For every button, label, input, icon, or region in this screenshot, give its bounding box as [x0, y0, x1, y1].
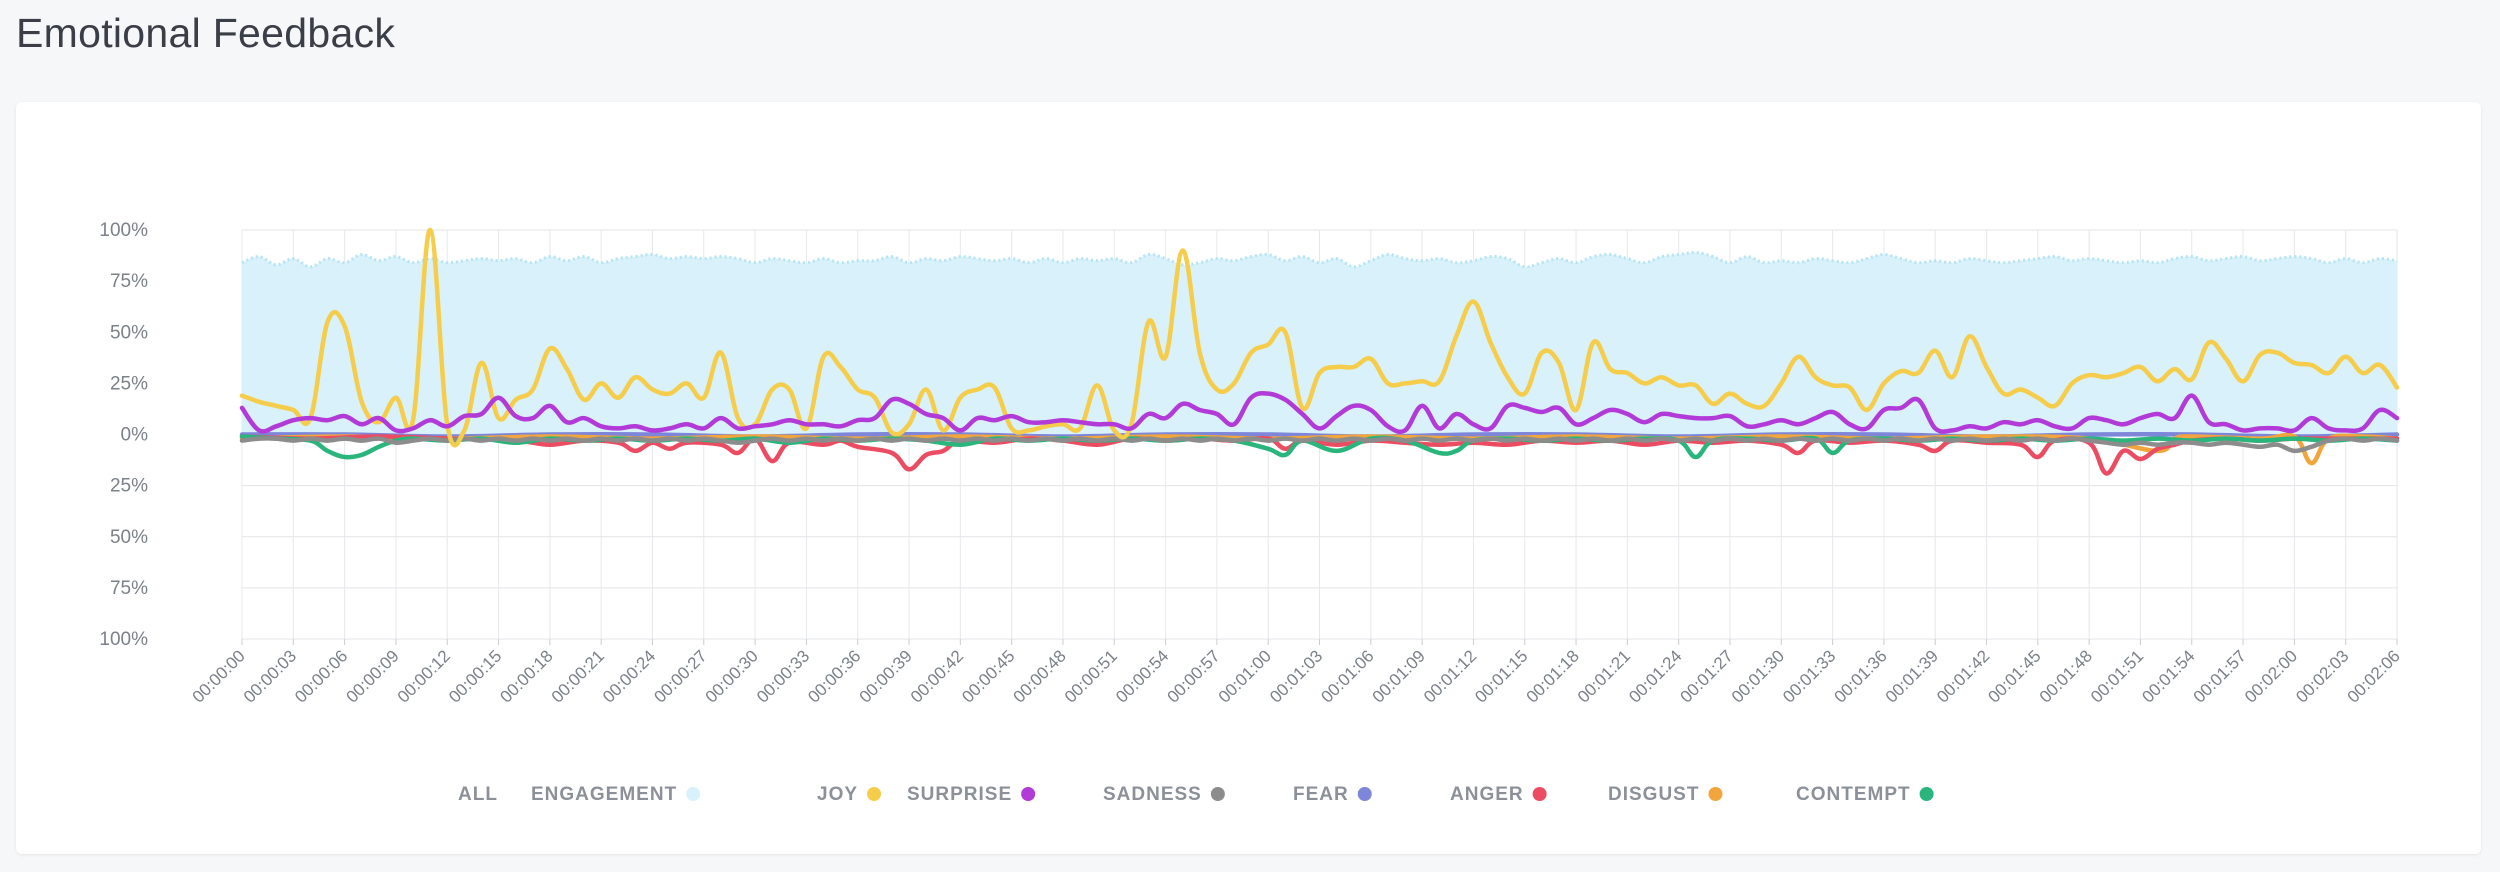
x-tick-label: 00:00:24: [599, 646, 659, 706]
x-tick-label: 00:02:00: [2241, 646, 2301, 706]
engagement-line: [241, 250, 2398, 269]
x-tick-label: 00:01:00: [1215, 646, 1275, 706]
x-axis: 00:00:0000:00:0300:00:0600:00:0900:00:12…: [189, 639, 2404, 707]
legend-item-sadness[interactable]: SADNESS: [1103, 784, 1225, 805]
x-tick-label: 00:00:06: [291, 646, 351, 706]
x-tick-label: 00:00:03: [240, 646, 300, 706]
x-tick-label: 00:00:21: [548, 646, 608, 706]
x-tick-label: 00:01:45: [1984, 646, 2044, 706]
y-tick-label: 25%: [110, 476, 148, 497]
emotion-line-chart: 100%75%50%25%0%25%50%75%100% 00:00:0000:…: [99, 220, 2404, 805]
legend-label: ENGAGEMENT: [531, 784, 677, 805]
legend-item-fear[interactable]: FEAR: [1293, 784, 1372, 805]
x-tick-label: 00:01:15: [1471, 646, 1531, 706]
legend-item-all[interactable]: ALL: [458, 784, 498, 805]
engagement-area-fill: [242, 252, 2397, 435]
legend-item-joy[interactable]: JOY: [817, 784, 882, 805]
surprise-line: [239, 391, 2400, 435]
x-tick-label: 00:00:45: [958, 646, 1018, 706]
legend-item-surprise[interactable]: SURPRISE: [907, 784, 1036, 805]
x-tick-label: 00:00:00: [189, 646, 249, 706]
series-lines: [239, 227, 2400, 476]
legend-swatch-contempt: [1919, 787, 1934, 801]
x-tick-label: 00:01:27: [1677, 646, 1737, 706]
x-tick-label: 00:01:39: [1882, 646, 1942, 706]
legend-swatch-sadness: [1210, 787, 1225, 801]
x-tick-label: 00:01:21: [1574, 646, 1634, 706]
legend-item-anger[interactable]: ANGER: [1450, 784, 1547, 805]
x-tick-label: 00:00:54: [1112, 646, 1172, 706]
legend-swatch-disgust: [1708, 787, 1723, 801]
x-tick-label: 00:01:09: [1369, 646, 1429, 706]
x-tick-label: 00:00:15: [445, 646, 505, 706]
legend-swatch-fear: [1357, 787, 1372, 801]
legend-label: JOY: [817, 784, 858, 805]
y-tick-label: 75%: [110, 578, 148, 599]
x-tick-label: 00:00:09: [343, 646, 403, 706]
legend-swatch-joy: [867, 787, 882, 801]
x-tick-label: 00:00:27: [650, 646, 710, 706]
x-tick-label: 00:00:42: [907, 646, 967, 706]
legend-label: SURPRISE: [907, 784, 1012, 805]
x-tick-label: 00:00:48: [1010, 646, 1070, 706]
x-tick-label: 00:01:36: [1830, 646, 1890, 706]
legend-label: SADNESS: [1103, 784, 1202, 805]
x-tick-label: 00:00:36: [804, 646, 864, 706]
x-tick-label: 00:02:06: [2344, 646, 2404, 706]
legend-label: DISGUST: [1608, 784, 1699, 805]
x-tick-label: 00:01:12: [1420, 646, 1480, 706]
x-tick-label: 00:01:54: [2138, 646, 2198, 706]
legend-label: CONTEMPT: [1796, 784, 1911, 805]
legend-swatch-anger: [1532, 787, 1547, 801]
legend-item-disgust[interactable]: DISGUST: [1608, 784, 1723, 805]
legend-label: ALL: [458, 784, 498, 805]
page-title: Emotional Feedback: [16, 10, 396, 56]
legend-label: FEAR: [1293, 784, 1349, 805]
x-tick-label: 00:01:48: [2036, 646, 2096, 706]
chart-card: 100% 75% 50% 25% 0% 25% 50% 75% 100% 00:00:00 00:…: [16, 102, 2481, 854]
x-tick-label: 00:00:51: [1061, 646, 1121, 706]
x-tick-label: 00:00:57: [1163, 646, 1223, 706]
x-tick-label: 00:00:30: [702, 646, 762, 706]
legend: ALL ENGAGEMENT JOY SURPRISE SADNESS FEAR ANGER…: [458, 784, 1934, 805]
y-tick-label: 100%: [99, 220, 148, 241]
legend-label: ANGER: [1450, 784, 1524, 805]
x-tick-label: 00:01:18: [1523, 646, 1583, 706]
x-tick-label: 00:01:03: [1266, 646, 1326, 706]
legend-item-contempt[interactable]: CONTEMPT: [1796, 784, 1934, 805]
x-tick-label: 00:01:57: [2190, 646, 2250, 706]
sadness-line: [239, 436, 2400, 454]
legend-item-engagement[interactable]: ENGAGEMENT: [531, 784, 701, 805]
legend-swatch-surprise: [1021, 787, 1036, 801]
legend-swatch-engagement: [686, 787, 701, 801]
y-axis: 100% 75% 50% 25% 0% 25% 50% 75% 100%: [99, 220, 148, 650]
x-tick-label: 00:01:06: [1317, 646, 1377, 706]
joy-line: [239, 227, 2400, 448]
x-tick-label: 00:00:33: [753, 646, 813, 706]
y-tick-label: 50%: [110, 527, 148, 548]
x-tick-label: 00:01:42: [1933, 646, 1993, 706]
x-tick-label: 00:01:24: [1625, 646, 1685, 706]
y-tick-label: 75%: [110, 271, 148, 292]
x-tick-label: 00:00:39: [856, 646, 916, 706]
x-tick-label: 00:01:33: [1779, 646, 1839, 706]
x-tick-label: 00:02:03: [2292, 646, 2352, 706]
engagement-area: [241, 250, 2398, 435]
x-tick-label: 00:00:18: [496, 646, 556, 706]
y-tick-label: 25%: [110, 373, 148, 394]
x-tick-label: 00:01:30: [1728, 646, 1788, 706]
x-tick-label: 00:00:12: [394, 646, 454, 706]
y-tick-label: 50%: [110, 322, 148, 343]
y-tick-label: 0%: [121, 425, 149, 446]
y-tick-label: 100%: [99, 629, 148, 650]
x-tick-label: 00:01:51: [2087, 646, 2147, 706]
